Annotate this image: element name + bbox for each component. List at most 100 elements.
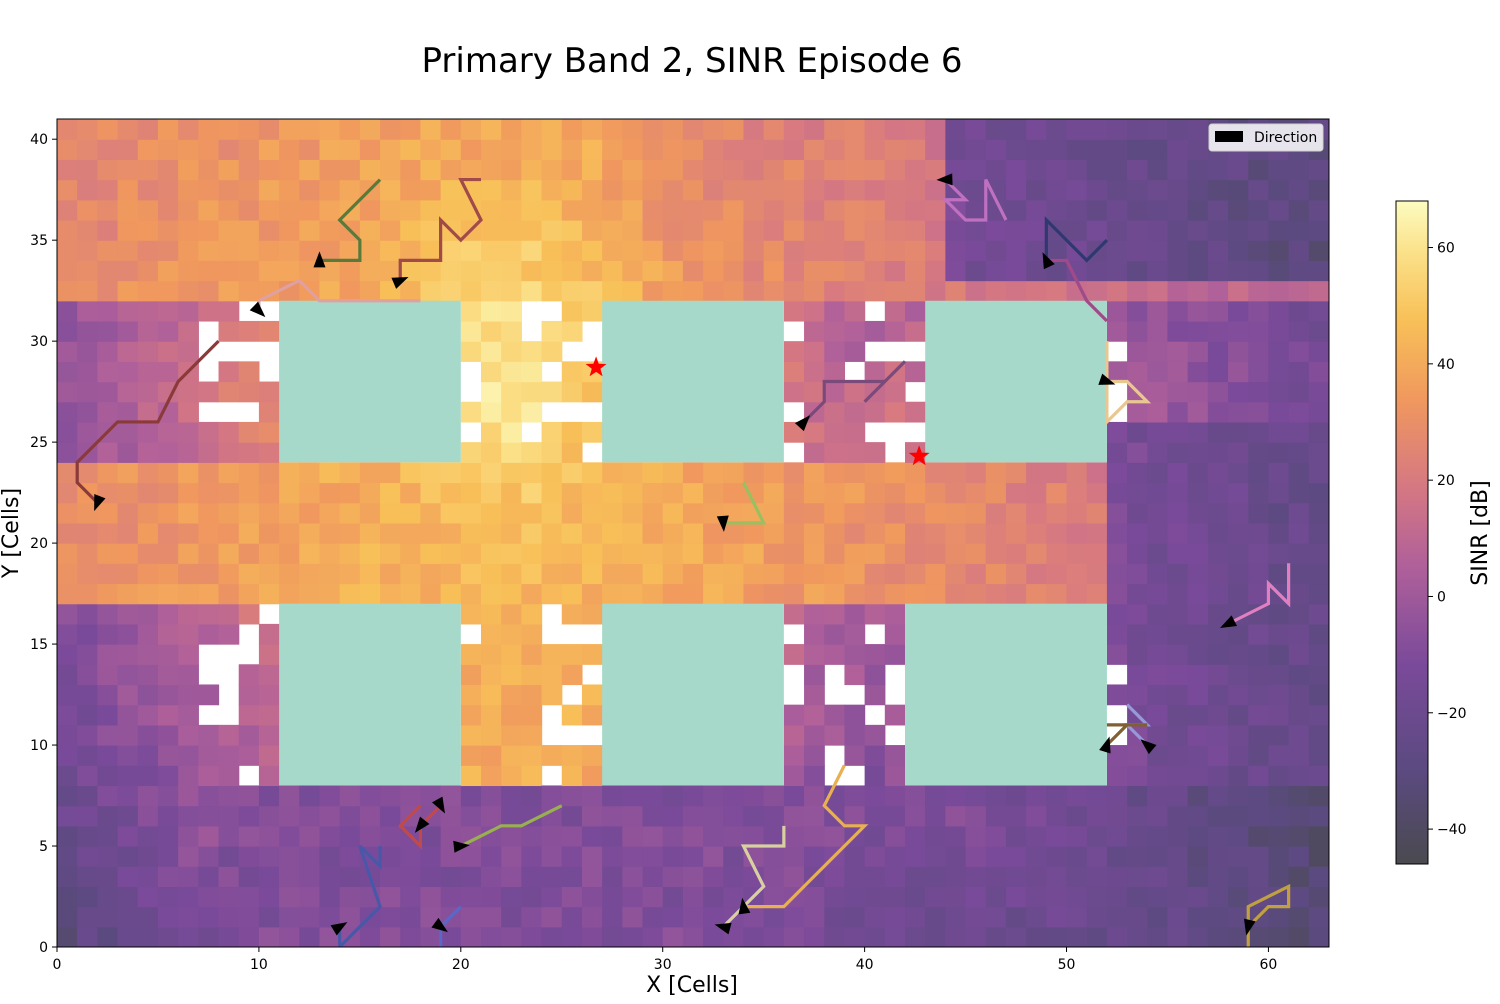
heatmap-cell — [97, 300, 119, 322]
heatmap-cell — [1288, 381, 1310, 403]
heatmap-cell — [137, 724, 159, 746]
heatmap-cell — [1268, 361, 1290, 383]
heatmap-cell — [804, 825, 825, 847]
heatmap-cell — [1288, 401, 1310, 423]
heatmap-cell — [97, 664, 119, 686]
heatmap-cell — [1228, 906, 1249, 928]
heatmap-cell — [945, 502, 967, 524]
heatmap-cell — [1066, 280, 1088, 302]
heatmap-cell — [1167, 543, 1189, 564]
heatmap-cell — [1026, 866, 1047, 888]
heatmap-cell — [57, 563, 78, 585]
heatmap-cell — [501, 421, 522, 443]
heatmap-cell — [1147, 361, 1169, 383]
heatmap-cell — [198, 442, 220, 463]
heatmap-cell — [925, 543, 946, 564]
heatmap-cell — [157, 886, 179, 908]
heatmap-cell — [965, 805, 987, 827]
heatmap-cell — [1026, 119, 1047, 140]
heatmap-cell — [1207, 381, 1229, 403]
heatmap-cell — [178, 765, 199, 787]
heatmap-cell — [965, 119, 987, 140]
heatmap-cell — [157, 341, 179, 362]
heatmap-cell — [400, 240, 422, 261]
heatmap-cell — [1248, 159, 1270, 181]
heatmap-cell — [1207, 401, 1229, 423]
heatmap-cell — [561, 866, 583, 888]
heatmap-cell — [1106, 139, 1128, 160]
heatmap-cell — [1228, 543, 1249, 564]
heatmap-cell — [359, 522, 381, 544]
heatmap-cell — [622, 785, 644, 807]
heatmap-cell — [783, 765, 805, 787]
heatmap-cell — [380, 785, 401, 807]
heatmap-cell — [844, 724, 866, 746]
heatmap-cell — [501, 442, 522, 463]
heatmap-cell — [1268, 462, 1290, 484]
heatmap-cell — [1268, 704, 1290, 726]
heatmap-cell — [157, 462, 179, 484]
heatmap-cell — [1228, 926, 1249, 947]
heatmap-cell — [602, 502, 623, 524]
heatmap-cell — [380, 502, 401, 524]
heatmap-cell — [662, 583, 684, 605]
heatmap-cell — [117, 119, 139, 140]
heatmap-cell — [703, 906, 724, 928]
heatmap-cell — [279, 179, 300, 201]
heatmap-cell — [299, 825, 321, 847]
heatmap-cell — [905, 825, 926, 847]
buildings — [279, 300, 1107, 786]
heatmap-cell — [884, 926, 906, 947]
heatmap-cell — [864, 724, 886, 746]
heatmap-cell — [198, 906, 220, 928]
heatmap-cell — [1228, 765, 1249, 787]
heatmap-cell — [238, 785, 260, 807]
heatmap-cell — [1026, 199, 1047, 221]
heatmap-cell — [137, 765, 159, 787]
heatmap-cell — [218, 926, 240, 947]
heatmap-cell — [198, 139, 220, 160]
heatmap-cell — [581, 846, 603, 867]
heatmap-cell — [864, 805, 886, 827]
heatmap-cell — [218, 199, 240, 221]
heatmap-cell — [703, 240, 724, 261]
heatmap-cell — [501, 219, 522, 241]
heatmap-cell — [198, 805, 220, 827]
heatmap-cell — [561, 240, 583, 261]
heatmap-cell — [137, 785, 159, 807]
heatmap-cell — [1308, 926, 1329, 947]
y-tick-label: 30 — [30, 334, 48, 350]
heatmap-cell — [279, 926, 300, 947]
heatmap-cell — [1026, 886, 1047, 908]
heatmap-cell — [925, 502, 946, 524]
heatmap-cell — [1248, 320, 1270, 342]
heatmap-cell — [57, 462, 78, 484]
heatmap-cell — [521, 684, 543, 706]
heatmap-cell — [884, 482, 906, 504]
heatmap-cell — [1127, 159, 1148, 181]
heatmap-cell — [57, 785, 78, 807]
heatmap-cell — [804, 886, 825, 908]
heatmap-cell — [521, 543, 543, 564]
heatmap-cell — [1187, 119, 1209, 140]
heatmap-cell — [218, 623, 240, 645]
heatmap-cell — [1187, 199, 1209, 221]
heatmap-cell — [137, 320, 159, 342]
heatmap-cell — [1288, 240, 1310, 261]
heatmap-cell — [763, 886, 785, 908]
heatmap-cell — [824, 119, 846, 140]
heatmap-cell — [137, 563, 159, 585]
heatmap-cell — [1308, 745, 1329, 766]
direction-arrow — [1099, 736, 1111, 754]
heatmap-cell — [299, 543, 321, 564]
heatmap-cell — [945, 119, 967, 140]
heatmap-cell — [57, 886, 78, 908]
heatmap-cell — [178, 300, 199, 322]
heatmap-cell — [481, 684, 502, 706]
heatmap-cell — [1005, 846, 1027, 867]
heatmap-cell — [117, 825, 139, 847]
heatmap-cell — [1086, 139, 1108, 160]
heatmap-cell — [783, 462, 805, 484]
heatmap-cell — [763, 159, 785, 181]
